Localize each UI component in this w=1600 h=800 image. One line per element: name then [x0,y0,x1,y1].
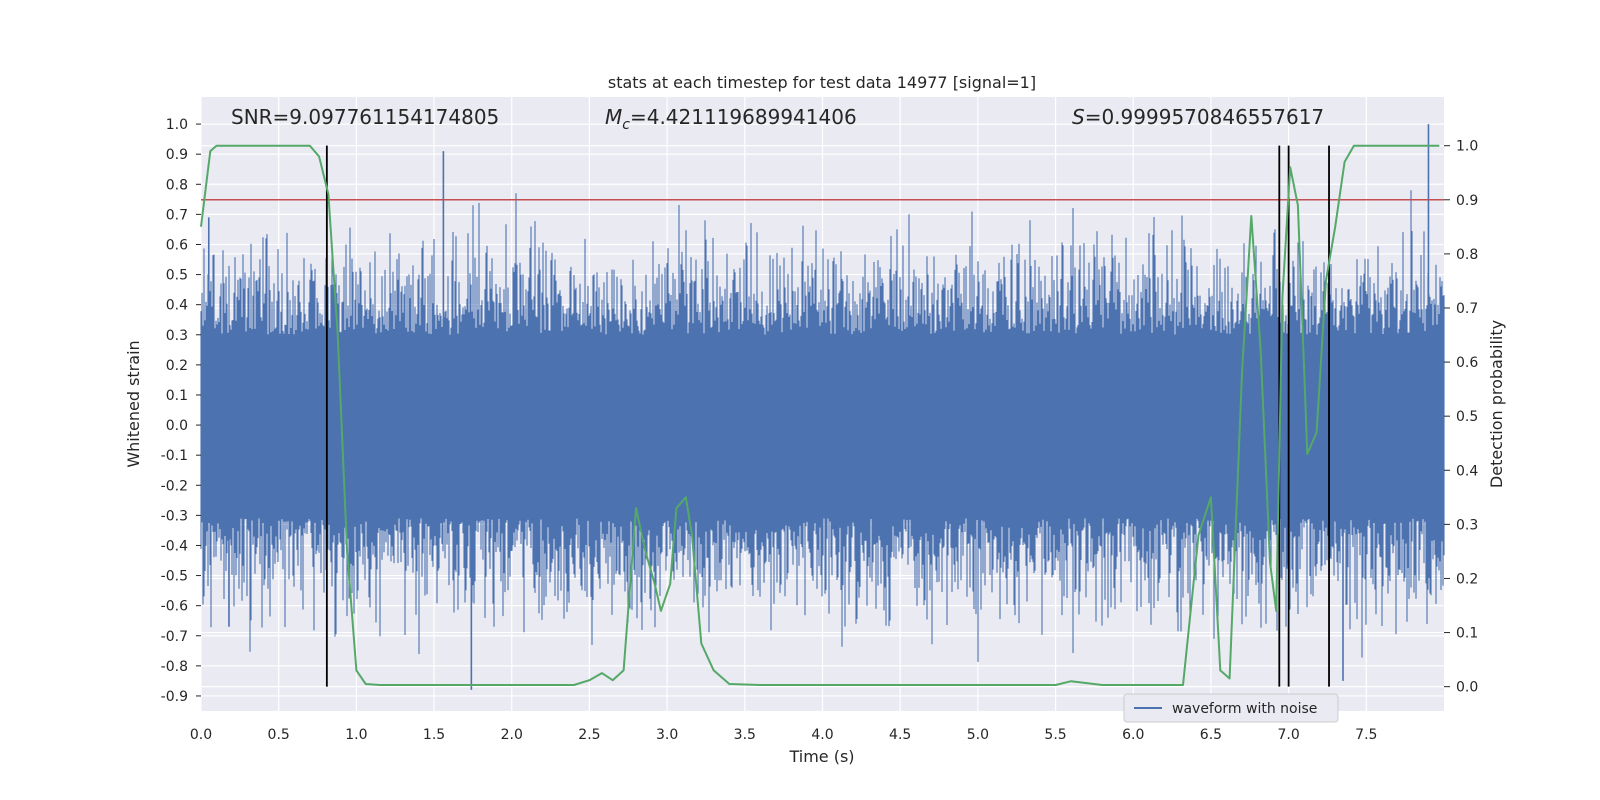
y2-tick-label: 0.6 [1456,355,1478,371]
chart-title: stats at each timestep for test data 149… [608,73,1036,92]
legend: waveform with noise [1123,693,1339,723]
chirp-mass-annotation: Mc=4.421119689941406 [605,105,857,133]
detection-probability-series [200,144,1440,686]
snr-annotation: SNR=9.097761154174805 [231,105,499,129]
y-tick-label: 0.6 [166,237,188,253]
x-tick-label: 4.0 [811,727,833,743]
y-tick-label: 0.8 [166,177,188,193]
x-tick-label: 3.0 [656,727,678,743]
y2-tick-label: 0.2 [1456,571,1478,587]
y-tick-label: 0.9 [166,147,188,163]
x-tick-label: 7.0 [1277,727,1299,743]
y-tick-label: -0.2 [161,478,188,494]
y2-axis-ticks: 1.0 0.9 0.8 0.7 0.6 0.5 0.4 0.3 0.2 0.1 0.0 [1444,139,1478,696]
y-tick-label: 0.2 [166,358,188,374]
y2-tick-label: 0.0 [1456,680,1478,696]
x-axis-label: Time (s) [788,747,854,766]
y2-tick-label: 0.8 [1456,247,1478,263]
y-tick-label: 0.3 [166,328,188,344]
y2-tick-label: 0.9 [1456,193,1478,209]
x-tick-label: 7.5 [1355,727,1377,743]
y-tick-label: 0.5 [166,268,188,284]
x-tick-label: 6.5 [1200,727,1222,743]
y2-tick-label: 0.4 [1456,463,1478,479]
chirp-mass-subscript: c [622,117,630,133]
y2-axis-label: Detection probability [1487,320,1506,488]
x-axis-ticks: 0.0 0.5 1.0 1.5 2.0 2.5 3.0 3.5 4.0 4.5 5.0 5.5 6.0 6… [190,727,1378,743]
x-tick-label: 6.0 [1122,727,1144,743]
y-tick-label: -0.1 [161,448,188,464]
y-tick-label: 0.4 [166,298,188,314]
s-annotation: S=0.9999570846557617 [1072,105,1324,129]
probability-line [200,144,1440,686]
y2-tick-label: 0.5 [1456,409,1478,425]
legend-box [1123,693,1339,723]
y-tick-label: -0.6 [161,599,188,615]
y2-tick-label: 0.7 [1456,301,1478,317]
y-tick-label: -0.5 [161,569,188,585]
x-tick-label: 0.5 [268,727,290,743]
s-symbol: S [1072,105,1085,129]
y-tick-label: 0.7 [166,207,188,223]
y2-tick-label: 0.3 [1456,517,1478,533]
y-tick-label: -0.7 [161,629,188,645]
x-tick-label: 3.5 [734,727,756,743]
y2-tick-label: 0.1 [1456,626,1478,642]
x-tick-label: 5.5 [1044,727,1066,743]
x-tick-label: 2.5 [578,727,600,743]
y-tick-label: 0.1 [166,388,188,404]
s-value: =0.9999570846557617 [1085,105,1324,129]
x-tick-label: 1.0 [345,727,367,743]
x-tick-label: 4.5 [889,727,911,743]
y-tick-label: -0.8 [161,659,188,675]
y-tick-label: 0.0 [166,418,188,434]
y-tick-label: -0.3 [161,508,188,524]
x-tick-label: 2.0 [501,727,523,743]
chirp-mass-value: =4.421119689941406 [630,105,857,129]
y-axis-ticks: 1.0 0.9 0.8 0.7 0.6 0.5 0.4 0.3 0.2 0.1 0.0 -0.1 -0.… [161,117,201,705]
y-tick-label: 1.0 [166,117,188,133]
y-tick-label: -0.9 [161,689,188,705]
x-tick-label: 1.5 [423,727,445,743]
x-tick-label: 5.0 [967,727,989,743]
y2-tick-label: 1.0 [1456,139,1478,155]
legend-label: waveform with noise [1172,701,1317,717]
y-tick-label: -0.4 [161,538,188,554]
chirp-mass-symbol: M [605,105,622,129]
y-axis-label: Whitened strain [124,340,143,467]
x-tick-label: 0.0 [190,727,212,743]
